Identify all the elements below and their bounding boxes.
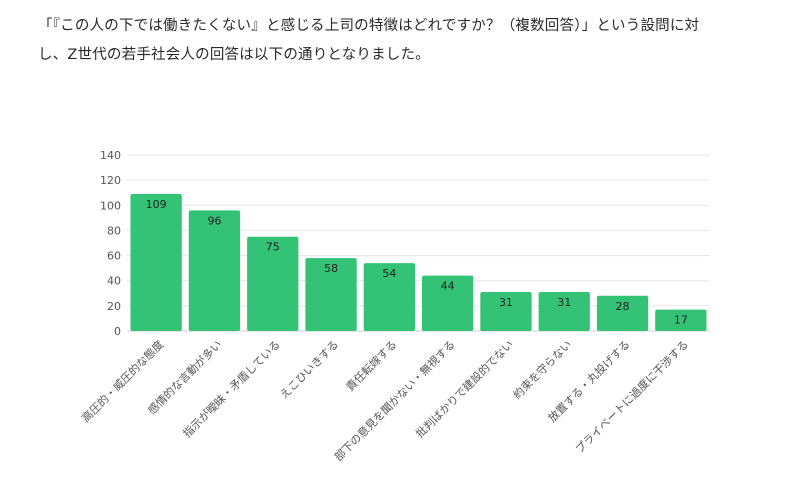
bar <box>130 193 182 331</box>
bar-value-label: 109 <box>146 198 167 211</box>
intro-text: 「『この人の下では働きたくない』と感じる上司の特徴はどれですか？（複数回答）」と… <box>38 12 778 70</box>
bar <box>655 309 707 331</box>
y-tick-label: 80 <box>107 224 121 237</box>
bar-value-label: 54 <box>382 267 396 280</box>
bar <box>421 275 474 331</box>
bar <box>188 210 241 331</box>
bar <box>538 292 590 331</box>
bar-value-label: 28 <box>616 300 630 313</box>
x-category-label: 指示が曖昧・矛盾している <box>180 337 283 440</box>
bar-value-label: 31 <box>499 296 513 309</box>
y-tick-label: 140 <box>100 149 121 162</box>
x-category-label: 部下の意見を聞かない・無視する <box>331 337 458 464</box>
bars <box>130 193 707 331</box>
y-tick-label: 120 <box>100 174 121 187</box>
y-axis-ticks: 0 20 40 60 80 100 120 140 <box>100 149 121 338</box>
x-category-label: えこひいきする <box>278 338 342 402</box>
y-tick-label: 100 <box>100 199 121 212</box>
bar-value-label: 58 <box>324 262 338 275</box>
x-category-label: 責任転嫁する <box>343 337 400 394</box>
y-tick-label: 0 <box>114 325 121 338</box>
y-tick-label: 60 <box>107 250 121 263</box>
bar <box>480 292 532 331</box>
bar-value-label: 31 <box>557 296 571 309</box>
x-category-label: 批判ばかりで建設的でない <box>413 337 516 440</box>
y-tick-label: 40 <box>107 275 121 288</box>
bar <box>247 236 299 331</box>
intro-line-2: し、Z世代の若手社会人の回答は以下の通りとなりました。 <box>38 47 430 63</box>
bar-value-label: 17 <box>674 314 688 327</box>
x-category-label: 約束を守らない <box>510 337 574 401</box>
bar-value-label: 96 <box>207 214 221 227</box>
bar-value-label: 75 <box>266 241 280 254</box>
bar-value-labels: 109 96 75 58 54 44 31 31 28 17 <box>146 198 688 327</box>
bar <box>305 258 357 331</box>
intro-line-1: 「『この人の下では働きたくない』と感じる上司の特徴はどれですか？（複数回答）」と… <box>38 18 700 34</box>
y-tick-label: 20 <box>107 300 121 313</box>
bar <box>363 263 416 331</box>
x-category-label: プライベートに過度に干渉する <box>572 337 691 456</box>
bar-value-label: 44 <box>441 280 455 293</box>
bar <box>596 295 649 331</box>
